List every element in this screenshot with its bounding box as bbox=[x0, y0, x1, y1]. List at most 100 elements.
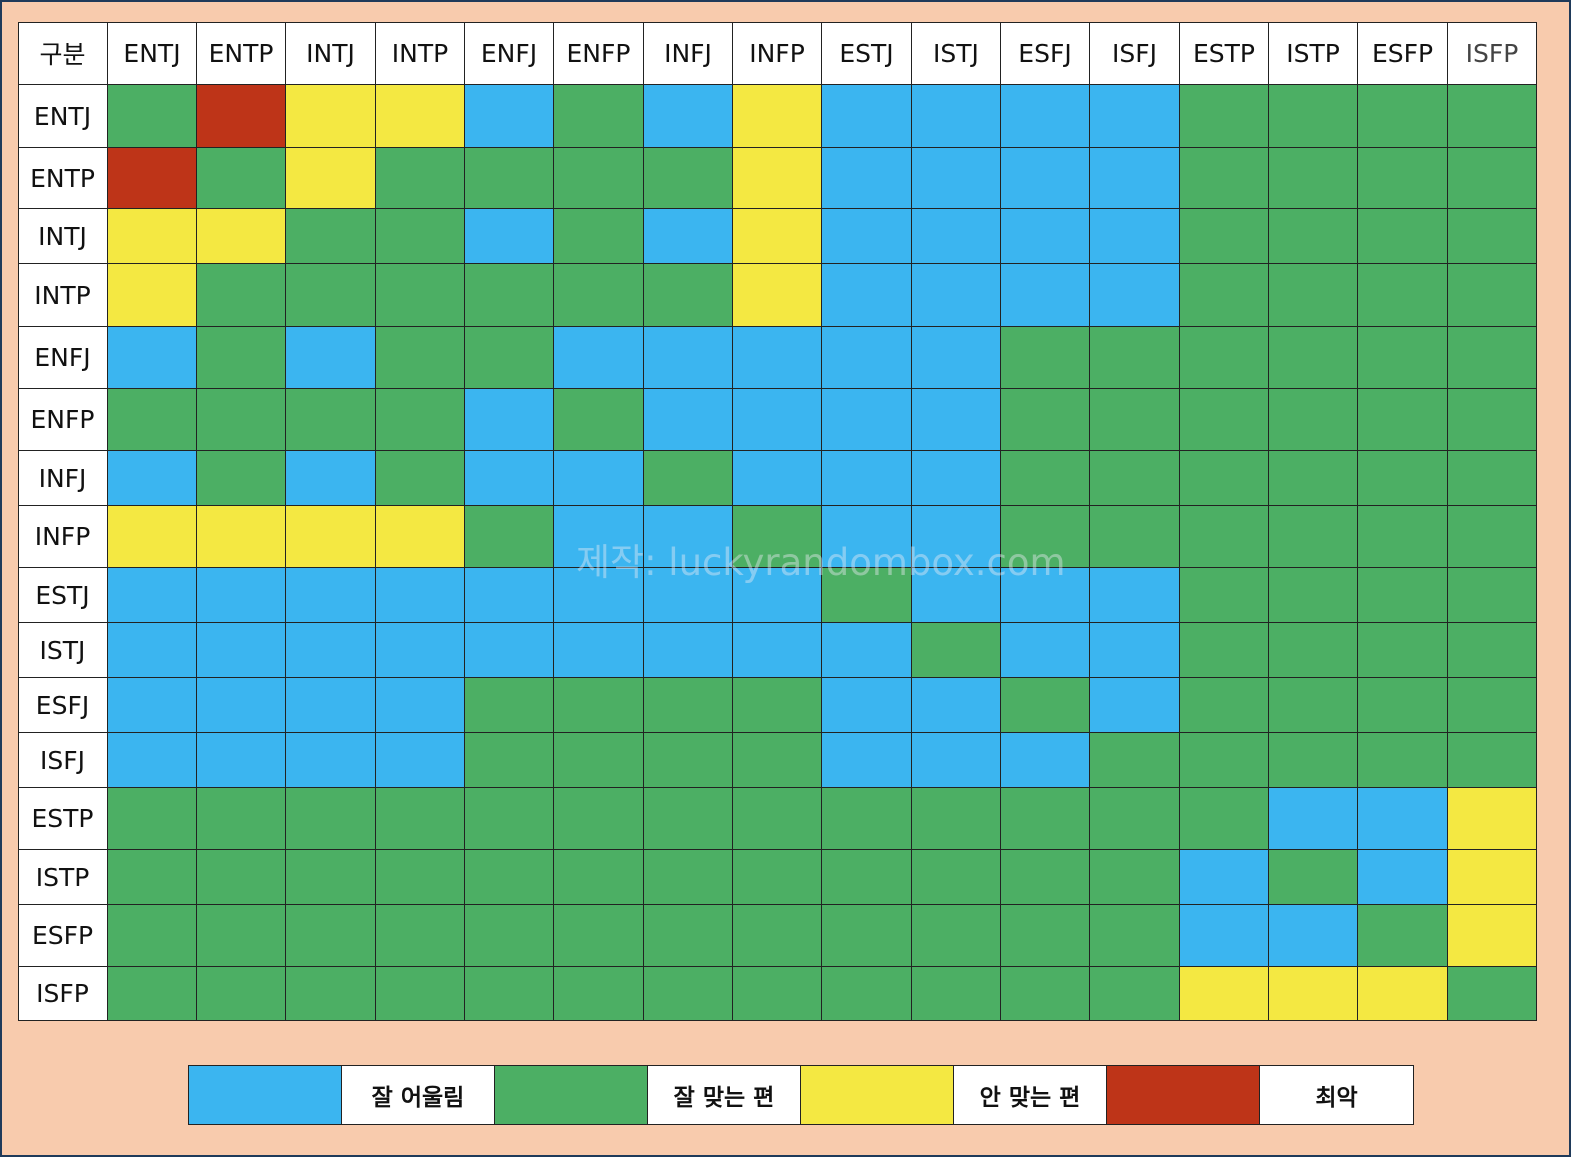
column-header-entp: ENTP bbox=[197, 22, 286, 85]
heatmap-cell-isfj-isfj bbox=[1090, 733, 1180, 788]
heatmap-cell-enfp-entp bbox=[197, 389, 286, 451]
heatmap-cell-infp-infj bbox=[644, 506, 733, 568]
heatmap-cell-intj-istp bbox=[1269, 209, 1358, 264]
heatmap-cell-isfj-intp bbox=[376, 733, 465, 788]
heatmap-cell-enfj-isfp bbox=[1448, 327, 1537, 389]
heatmap-cell-intj-enfp bbox=[554, 209, 644, 264]
heatmap-cell-enfj-esfj bbox=[1001, 327, 1090, 389]
heatmap-cell-estj-enfp bbox=[554, 568, 644, 623]
heatmap-cell-intj-entj bbox=[108, 209, 197, 264]
heatmap-cell-intp-isfj bbox=[1090, 264, 1180, 327]
column-header-intj: INTJ bbox=[286, 22, 376, 85]
heatmap-cell-estj-estj bbox=[822, 568, 912, 623]
heatmap-cell-enfj-istj bbox=[912, 327, 1001, 389]
heatmap-cell-entj-estj bbox=[822, 85, 912, 148]
heatmap-cell-intp-esfp bbox=[1358, 264, 1448, 327]
heatmap-cell-estj-infj bbox=[644, 568, 733, 623]
heatmap-cell-estp-entp bbox=[197, 788, 286, 850]
heatmap-cell-intj-esfj bbox=[1001, 209, 1090, 264]
legend-swatch-b bbox=[189, 1066, 342, 1124]
heatmap-cell-esfp-istj bbox=[912, 905, 1001, 967]
heatmap-cell-intp-estj bbox=[822, 264, 912, 327]
heatmap-cell-estj-enfj bbox=[465, 568, 554, 623]
heatmap-cell-istp-isfj bbox=[1090, 850, 1180, 905]
heatmap-cell-infj-infp bbox=[733, 451, 822, 506]
heatmap-cell-estj-isfp bbox=[1448, 568, 1537, 623]
heatmap-cell-esfp-enfj bbox=[465, 905, 554, 967]
heatmap-cell-enfj-isfj bbox=[1090, 327, 1180, 389]
row-header-entj: ENTJ bbox=[18, 85, 108, 148]
heatmap-cell-entj-infj bbox=[644, 85, 733, 148]
heatmap-cell-enfp-enfp bbox=[554, 389, 644, 451]
heatmap-cell-esfj-entp bbox=[197, 678, 286, 733]
row-header-infp: INFP bbox=[18, 506, 108, 568]
column-header-isfj: ISFJ bbox=[1090, 22, 1180, 85]
legend-swatch-r bbox=[1107, 1066, 1260, 1124]
row-header-enfj: ENFJ bbox=[18, 327, 108, 389]
heatmap-cell-intp-entj bbox=[108, 264, 197, 327]
heatmap-cell-estp-esfj bbox=[1001, 788, 1090, 850]
column-header-infj: INFJ bbox=[644, 22, 733, 85]
heatmap-cell-esfj-isfp bbox=[1448, 678, 1537, 733]
heatmap-cell-infj-isfj bbox=[1090, 451, 1180, 506]
heatmap-cell-isfp-infj bbox=[644, 967, 733, 1021]
legend: 잘 어울림 잘 맞는 편 안 맞는 편 최악 bbox=[188, 1065, 1414, 1125]
heatmap-cell-enfp-infp bbox=[733, 389, 822, 451]
column-header-enfp: ENFP bbox=[554, 22, 644, 85]
heatmap-cell-intj-intp bbox=[376, 209, 465, 264]
heatmap-cell-intj-entp bbox=[197, 209, 286, 264]
heatmap-cell-istp-intj bbox=[286, 850, 376, 905]
heatmap-cell-isfj-enfp bbox=[554, 733, 644, 788]
heatmap-cell-infp-isfp bbox=[1448, 506, 1537, 568]
heatmap-cell-entj-entp bbox=[197, 85, 286, 148]
heatmap-cell-infj-enfp bbox=[554, 451, 644, 506]
heatmap-cell-entj-esfj bbox=[1001, 85, 1090, 148]
heatmap-cell-infj-entp bbox=[197, 451, 286, 506]
heatmap-cell-istj-entj bbox=[108, 623, 197, 678]
heatmap-cell-istj-isfp bbox=[1448, 623, 1537, 678]
heatmap-cell-esfp-infj bbox=[644, 905, 733, 967]
heatmap-cell-istj-enfp bbox=[554, 623, 644, 678]
heatmap-cell-istp-infp bbox=[733, 850, 822, 905]
heatmap-cell-infp-entj bbox=[108, 506, 197, 568]
heatmap-cell-istj-enfj bbox=[465, 623, 554, 678]
heatmap-cell-isfj-infj bbox=[644, 733, 733, 788]
row-header-estj: ESTJ bbox=[18, 568, 108, 623]
row-header-intj: INTJ bbox=[18, 209, 108, 264]
heatmap-cell-isfj-infp bbox=[733, 733, 822, 788]
heatmap-cell-entj-infp bbox=[733, 85, 822, 148]
heatmap-cell-entp-intj bbox=[286, 148, 376, 209]
heatmap-cell-entp-infp bbox=[733, 148, 822, 209]
heatmap-cell-istp-esfj bbox=[1001, 850, 1090, 905]
heatmap-cell-isfp-intp bbox=[376, 967, 465, 1021]
row-header-isfj: ISFJ bbox=[18, 733, 108, 788]
legend-label-y: 안 맞는 편 bbox=[954, 1066, 1107, 1124]
heatmap-cell-esfj-istp bbox=[1269, 678, 1358, 733]
heatmap-cell-isfp-intj bbox=[286, 967, 376, 1021]
heatmap-cell-istj-estp bbox=[1180, 623, 1269, 678]
heatmap-cell-estp-esfp bbox=[1358, 788, 1448, 850]
heatmap-cell-intp-enfp bbox=[554, 264, 644, 327]
heatmap-cell-estp-entj bbox=[108, 788, 197, 850]
heatmap-cell-estj-infp bbox=[733, 568, 822, 623]
heatmap-cell-enfp-estp bbox=[1180, 389, 1269, 451]
heatmap-cell-istj-isfj bbox=[1090, 623, 1180, 678]
heatmap-cell-esfj-infj bbox=[644, 678, 733, 733]
heatmap-cell-esfj-intj bbox=[286, 678, 376, 733]
heatmap-cell-isfp-estp bbox=[1180, 967, 1269, 1021]
legend-swatch-g bbox=[495, 1066, 648, 1124]
heatmap-cell-entp-isfp bbox=[1448, 148, 1537, 209]
heatmap-cell-isfp-enfp bbox=[554, 967, 644, 1021]
heatmap-cell-enfj-estp bbox=[1180, 327, 1269, 389]
row-header-estp: ESTP bbox=[18, 788, 108, 850]
heatmap-cell-entj-intj bbox=[286, 85, 376, 148]
column-header-esfj: ESFJ bbox=[1001, 22, 1090, 85]
heatmap-cell-infp-intj bbox=[286, 506, 376, 568]
heatmap-cell-esfj-enfp bbox=[554, 678, 644, 733]
heatmap-cell-isfj-entp bbox=[197, 733, 286, 788]
compatibility-matrix: 구분 ENTJ ENTP INTJ INTP ENFJ ENFP INFJ INFP ESTJ IS… bbox=[18, 22, 1537, 1021]
heatmap-cell-infj-estj bbox=[822, 451, 912, 506]
heatmap-cell-estp-estj bbox=[822, 788, 912, 850]
heatmap-cell-esfj-esfp bbox=[1358, 678, 1448, 733]
row-header-infj: INFJ bbox=[18, 451, 108, 506]
